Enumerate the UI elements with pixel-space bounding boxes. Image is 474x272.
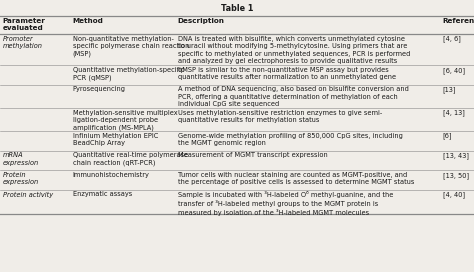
Text: Methylation-sensitive multiplex
ligation-dependent probe
amplification (MS-MPLA): Methylation-sensitive multiplex ligation… — [73, 110, 177, 131]
Text: Table 1: Table 1 — [221, 4, 253, 13]
Text: Uses methylation-sensitive restriction enzymes to give semi-
quantitative result: Uses methylation-sensitive restriction e… — [178, 110, 382, 123]
Text: Enzymatic assays: Enzymatic assays — [73, 191, 132, 197]
Text: Quantitative real-time polymerase
chain reaction (qRT-PCR): Quantitative real-time polymerase chain … — [73, 152, 188, 166]
Text: Sample is incubated with ³H-labeled O⁶ methyl-guanine, and the
transfer of ³H-la: Sample is incubated with ³H-labeled O⁶ m… — [178, 191, 393, 216]
Text: [4, 13]: [4, 13] — [443, 110, 465, 116]
Text: [13, 43]: [13, 43] — [443, 152, 469, 159]
Text: mRNA
expression: mRNA expression — [3, 152, 39, 166]
Text: Non-quantitative methylation-
specific polymerase chain reaction
(MSP): Non-quantitative methylation- specific p… — [73, 36, 189, 57]
Text: A method of DNA sequencing, also based on bisulfite conversion and
PCR, offering: A method of DNA sequencing, also based o… — [178, 86, 409, 107]
Text: Quantitative methylation-specific
PCR (qMSP): Quantitative methylation-specific PCR (q… — [73, 67, 184, 81]
Text: Reference: Reference — [443, 18, 474, 24]
Text: [6]: [6] — [443, 133, 452, 140]
Text: Parameter
evaluated: Parameter evaluated — [3, 18, 46, 32]
Text: Description: Description — [178, 18, 225, 24]
Text: Promoter
methylation: Promoter methylation — [3, 36, 43, 49]
Text: [4, 40]: [4, 40] — [443, 191, 465, 198]
Text: Infinium Methylation EPIC
BeadChip Array: Infinium Methylation EPIC BeadChip Array — [73, 133, 158, 146]
Text: qMSP is similar to the non-quantitative MSP assay but provides
quantitative resu: qMSP is similar to the non-quantitative … — [178, 67, 396, 81]
Text: Protein activity: Protein activity — [3, 191, 53, 197]
Text: Measurement of MGMT transcript expression: Measurement of MGMT transcript expressio… — [178, 152, 328, 158]
Text: [4, 6]: [4, 6] — [443, 36, 461, 42]
Text: Immunohistochemistry: Immunohistochemistry — [73, 172, 150, 178]
Text: Tumor cells with nuclear staining are counted as MGMT-positive, and
the percenta: Tumor cells with nuclear staining are co… — [178, 172, 414, 186]
Text: Genome-wide methylation profiling of 850,000 CpG sites, including
the MGMT genom: Genome-wide methylation profiling of 850… — [178, 133, 403, 146]
Text: DNA is treated with bisulfite, which converts unmethylated cytosine
to uracil wi: DNA is treated with bisulfite, which con… — [178, 36, 410, 64]
Text: Method: Method — [73, 18, 104, 24]
Text: [13]: [13] — [443, 86, 456, 93]
Text: [13, 50]: [13, 50] — [443, 172, 469, 179]
Text: [6, 40]: [6, 40] — [443, 67, 465, 74]
Text: Protein
expression: Protein expression — [3, 172, 39, 186]
Text: Pyrosequencing: Pyrosequencing — [73, 86, 126, 92]
